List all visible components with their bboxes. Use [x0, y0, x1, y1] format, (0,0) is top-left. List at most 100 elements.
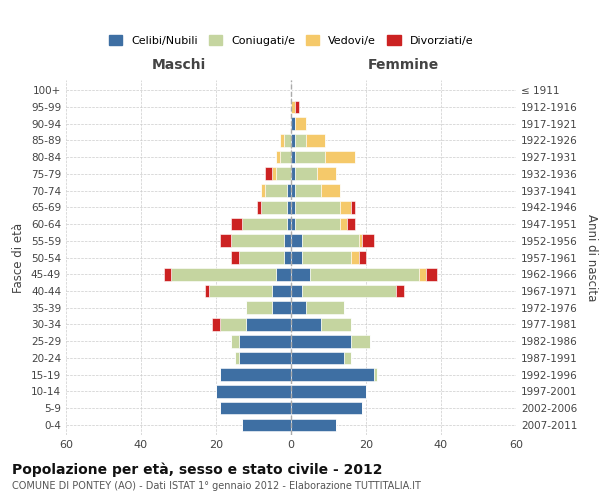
- Bar: [242, 218, 287, 230]
- Bar: [291, 402, 362, 414]
- Bar: [239, 335, 291, 347]
- Bar: [284, 234, 291, 247]
- Bar: [291, 385, 366, 398]
- Bar: [284, 134, 291, 146]
- Bar: [310, 268, 419, 280]
- Bar: [340, 218, 347, 230]
- Bar: [302, 234, 359, 247]
- Bar: [295, 168, 317, 180]
- Bar: [291, 100, 295, 113]
- Bar: [209, 284, 272, 298]
- Bar: [239, 352, 291, 364]
- Bar: [321, 184, 340, 197]
- Bar: [220, 234, 231, 247]
- Bar: [212, 318, 220, 331]
- Bar: [295, 218, 340, 230]
- Bar: [291, 184, 295, 197]
- Bar: [340, 201, 351, 213]
- Bar: [291, 134, 295, 146]
- Bar: [265, 184, 287, 197]
- Bar: [235, 352, 239, 364]
- Bar: [242, 418, 291, 431]
- Legend: Celibi/Nubili, Coniugati/e, Vedovi/e, Divorziati/e: Celibi/Nubili, Coniugati/e, Vedovi/e, Di…: [104, 30, 478, 50]
- Bar: [171, 268, 276, 280]
- Y-axis label: Fasce di età: Fasce di età: [13, 222, 25, 292]
- Bar: [295, 100, 299, 113]
- Bar: [325, 150, 355, 164]
- Bar: [295, 118, 306, 130]
- Bar: [163, 268, 171, 280]
- Bar: [272, 284, 291, 298]
- Bar: [291, 284, 302, 298]
- Bar: [231, 251, 239, 264]
- Bar: [351, 335, 370, 347]
- Bar: [291, 150, 295, 164]
- Bar: [291, 268, 310, 280]
- Bar: [239, 251, 284, 264]
- Bar: [321, 318, 351, 331]
- Bar: [362, 234, 373, 247]
- Bar: [291, 318, 321, 331]
- Bar: [276, 168, 291, 180]
- Bar: [205, 284, 209, 298]
- Bar: [347, 218, 355, 230]
- Text: Maschi: Maschi: [151, 58, 206, 71]
- Bar: [291, 302, 306, 314]
- Bar: [287, 218, 291, 230]
- Bar: [231, 218, 242, 230]
- Bar: [302, 284, 396, 298]
- Bar: [261, 201, 287, 213]
- Bar: [284, 251, 291, 264]
- Bar: [291, 251, 302, 264]
- Bar: [220, 402, 291, 414]
- Bar: [295, 134, 306, 146]
- Bar: [287, 201, 291, 213]
- Bar: [291, 168, 295, 180]
- Bar: [343, 352, 351, 364]
- Text: Popolazione per età, sesso e stato civile - 2012: Popolazione per età, sesso e stato civil…: [12, 462, 383, 477]
- Bar: [216, 385, 291, 398]
- Bar: [351, 201, 355, 213]
- Bar: [246, 302, 272, 314]
- Bar: [306, 134, 325, 146]
- Bar: [359, 234, 362, 247]
- Bar: [291, 335, 351, 347]
- Bar: [373, 368, 377, 381]
- Y-axis label: Anni di nascita: Anni di nascita: [586, 214, 598, 301]
- Bar: [359, 251, 366, 264]
- Bar: [419, 268, 426, 280]
- Bar: [302, 251, 351, 264]
- Bar: [265, 168, 272, 180]
- Bar: [291, 118, 295, 130]
- Bar: [396, 284, 404, 298]
- Bar: [280, 150, 291, 164]
- Bar: [291, 234, 302, 247]
- Bar: [295, 201, 340, 213]
- Bar: [246, 318, 291, 331]
- Bar: [280, 134, 284, 146]
- Bar: [231, 335, 239, 347]
- Bar: [231, 234, 284, 247]
- Bar: [291, 218, 295, 230]
- Bar: [220, 368, 291, 381]
- Bar: [351, 251, 359, 264]
- Bar: [287, 184, 291, 197]
- Bar: [276, 150, 280, 164]
- Text: COMUNE DI PONTEY (AO) - Dati ISTAT 1° gennaio 2012 - Elaborazione TUTTITALIA.IT: COMUNE DI PONTEY (AO) - Dati ISTAT 1° ge…: [12, 481, 421, 491]
- Bar: [306, 302, 343, 314]
- Bar: [291, 352, 343, 364]
- Bar: [272, 168, 276, 180]
- Bar: [272, 302, 291, 314]
- Bar: [426, 268, 437, 280]
- Text: Femmine: Femmine: [368, 58, 439, 71]
- Bar: [257, 201, 261, 213]
- Bar: [295, 150, 325, 164]
- Bar: [317, 168, 336, 180]
- Bar: [276, 268, 291, 280]
- Bar: [291, 368, 373, 381]
- Bar: [261, 184, 265, 197]
- Bar: [220, 318, 246, 331]
- Bar: [295, 184, 321, 197]
- Bar: [291, 418, 336, 431]
- Bar: [291, 201, 295, 213]
